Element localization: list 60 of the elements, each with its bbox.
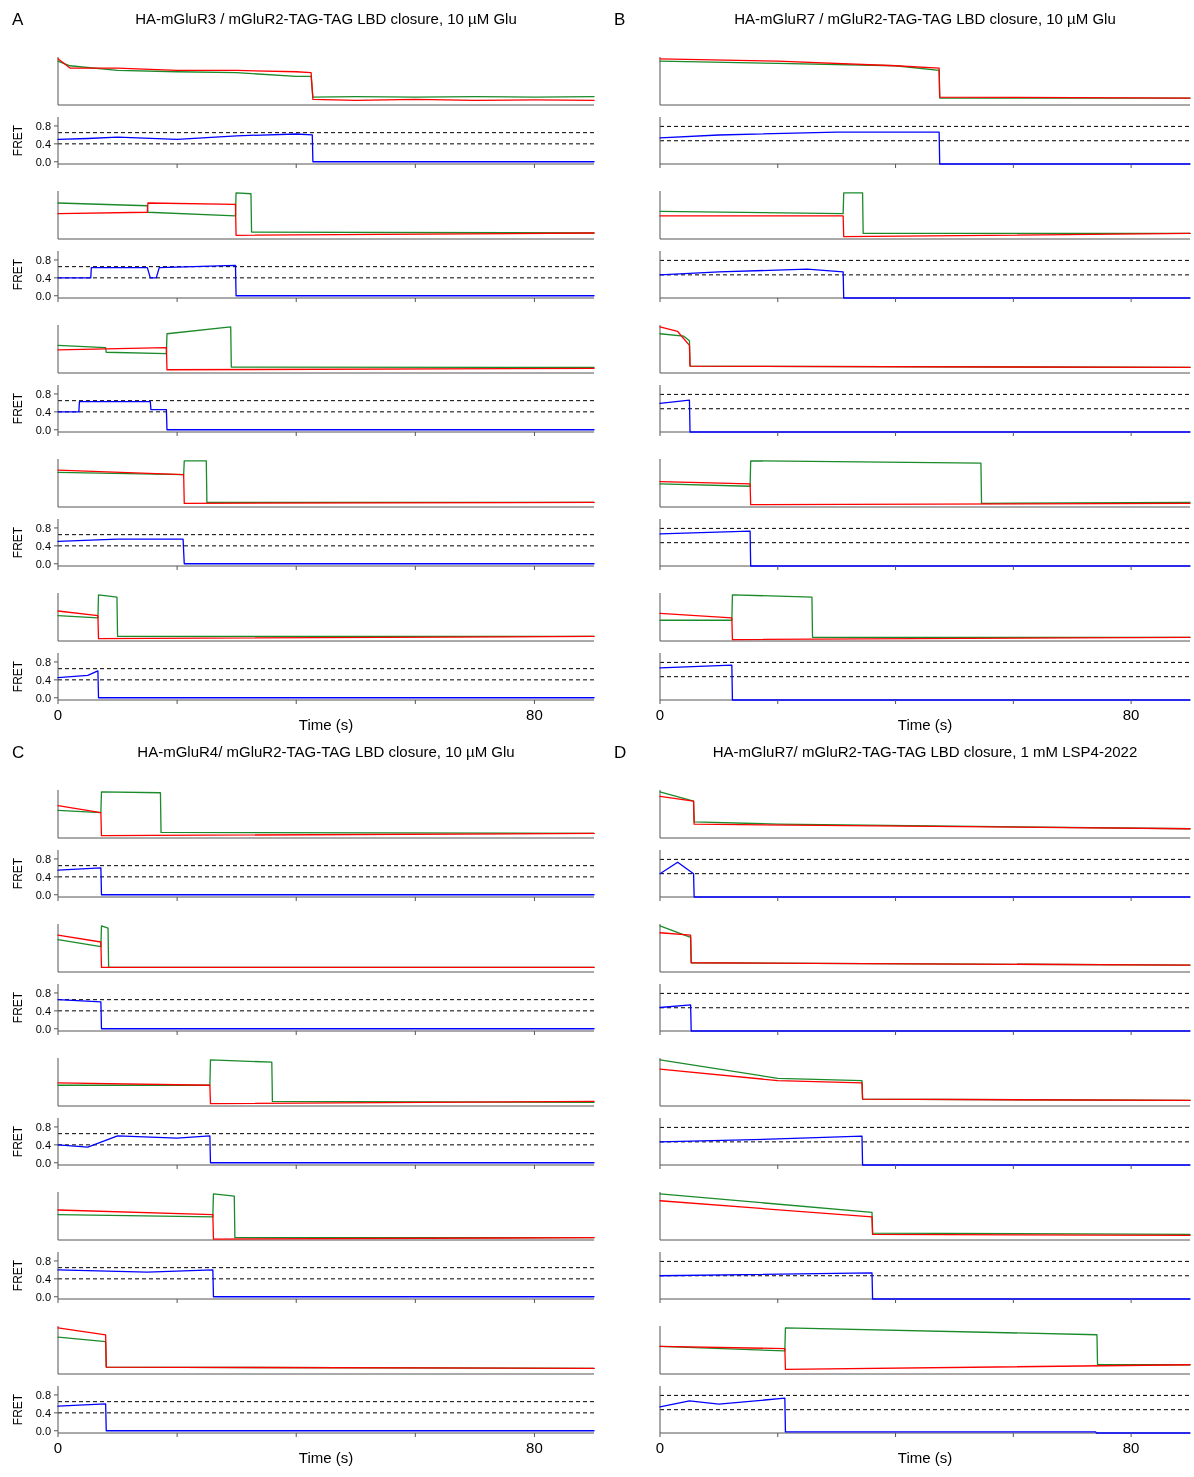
y-tick-label: 0.8 bbox=[35, 1388, 51, 1401]
y-tick-label: 0.8 bbox=[35, 387, 51, 400]
y-tick-label: 0.0 bbox=[35, 1022, 51, 1035]
y-tick-label: 0.8 bbox=[35, 852, 51, 865]
y-tick-label: 0.4 bbox=[35, 1138, 51, 1151]
y-axis-title: FRET bbox=[11, 258, 25, 291]
x-tick-label: 80 bbox=[1122, 1439, 1140, 1456]
y-tick-label: 0.8 bbox=[35, 253, 51, 266]
x-axis-title: Time (s) bbox=[897, 1449, 953, 1466]
y-tick-label: 0.0 bbox=[35, 155, 51, 168]
x-tick-label: 0 bbox=[655, 706, 665, 723]
y-tick-label: 0.8 bbox=[35, 1254, 51, 1267]
y-tick-label: 0.4 bbox=[35, 1406, 51, 1419]
y-tick-label: 0.8 bbox=[35, 1120, 51, 1133]
y-tick-label: 0.0 bbox=[35, 1424, 51, 1437]
x-tick-label: 80 bbox=[1122, 706, 1140, 723]
chart-title: HA-mGluR7/ mGluR2-TAG-TAG LBD closure, 1 mM LSP4-2022 bbox=[712, 743, 1138, 760]
x-tick-label: 0 bbox=[53, 1439, 63, 1456]
y-axis-title: FRET bbox=[11, 124, 25, 157]
x-axis-title: Time (s) bbox=[298, 1449, 354, 1466]
y-tick-label: 0.4 bbox=[35, 271, 51, 284]
chart-title: HA-mGluR3 / mGluR2-TAG-TAG LBD closure, 10 µM Glu bbox=[135, 10, 517, 27]
x-axis-title: Time (s) bbox=[897, 716, 953, 733]
y-tick-label: 0.0 bbox=[35, 289, 51, 302]
y-tick-label: 0.0 bbox=[35, 1290, 51, 1303]
y-tick-label: 0.8 bbox=[35, 655, 51, 668]
y-tick-label: 0.0 bbox=[35, 888, 51, 901]
y-tick-label: 0.4 bbox=[35, 539, 51, 552]
y-tick-label: 0.8 bbox=[35, 521, 51, 534]
y-tick-label: 0.0 bbox=[35, 557, 51, 570]
y-tick-label: 0.8 bbox=[35, 119, 51, 132]
chart-title: HA-mGluR7 / mGluR2-TAG-TAG LBD closure, 10 µM Glu bbox=[734, 10, 1116, 27]
y-axis-title: FRET bbox=[11, 392, 25, 425]
y-axis-title: FRET bbox=[11, 991, 25, 1024]
text: C bbox=[12, 743, 25, 762]
y-tick-label: 0.4 bbox=[35, 673, 51, 686]
y-tick-label: 0.4 bbox=[35, 870, 51, 883]
y-tick-label: 0.0 bbox=[35, 1156, 51, 1169]
y-axis-title: FRET bbox=[11, 857, 25, 890]
x-tick-label: 0 bbox=[53, 706, 63, 723]
y-tick-label: 0.4 bbox=[35, 1272, 51, 1285]
x-tick-label: 0 bbox=[655, 1439, 665, 1456]
y-tick-label: 0.4 bbox=[35, 137, 51, 150]
x-tick-label: 80 bbox=[526, 706, 543, 723]
text: B bbox=[614, 10, 626, 29]
y-axis-title: FRET bbox=[11, 1259, 25, 1292]
y-axis-title: FRET bbox=[11, 660, 25, 693]
x-tick-label: 80 bbox=[526, 1439, 543, 1456]
text: A bbox=[12, 10, 24, 29]
chart-title: HA-mGluR4/ mGluR2-TAG-TAG LBD closure, 10 µM Glu bbox=[137, 743, 515, 760]
y-axis-title: FRET bbox=[11, 1393, 25, 1426]
y-tick-label: 0.8 bbox=[35, 986, 51, 999]
y-axis-title: FRET bbox=[11, 1125, 25, 1158]
y-tick-label: 0.4 bbox=[35, 405, 51, 418]
text: D bbox=[614, 743, 627, 762]
x-axis-title: Time (s) bbox=[298, 716, 354, 733]
y-tick-label: 0.4 bbox=[35, 1004, 51, 1017]
y-axis-title: FRET bbox=[11, 526, 25, 559]
y-tick-label: 0.0 bbox=[35, 423, 51, 436]
y-tick-label: 0.0 bbox=[35, 691, 51, 704]
